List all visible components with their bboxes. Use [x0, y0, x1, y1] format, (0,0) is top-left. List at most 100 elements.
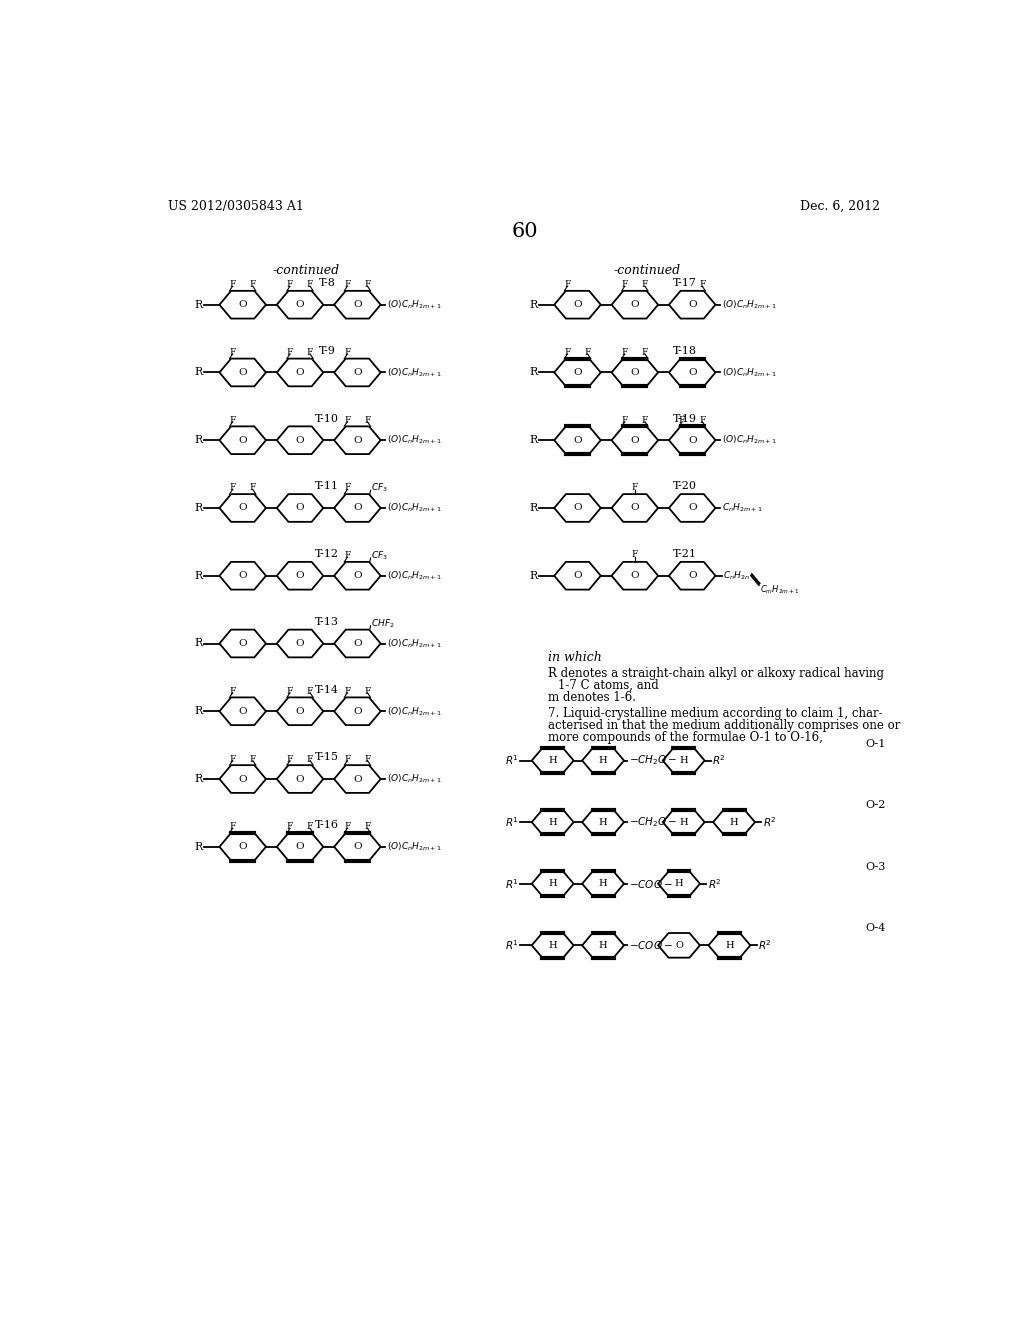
Text: Dec. 6, 2012: Dec. 6, 2012 — [800, 199, 880, 213]
Text: R: R — [195, 774, 203, 784]
Text: $-COO-$: $-COO-$ — [629, 878, 673, 890]
Text: F: F — [365, 416, 371, 425]
Text: $(O)C_nH_{2m+1}$: $(O)C_nH_{2m+1}$ — [387, 502, 441, 515]
Text: R: R — [195, 436, 203, 445]
Text: F: F — [229, 280, 236, 289]
Text: $-CH_2O-$: $-CH_2O-$ — [629, 754, 677, 767]
Text: $R^1$: $R^1$ — [505, 876, 518, 891]
Text: $C_nH_{2n}$: $C_nH_{2n}$ — [723, 569, 751, 582]
Text: O: O — [239, 503, 247, 512]
Text: O-2: O-2 — [865, 800, 886, 810]
Text: T-12: T-12 — [315, 549, 339, 560]
Text: F: F — [365, 755, 371, 763]
Text: O: O — [688, 300, 696, 309]
Text: F: F — [564, 348, 570, 356]
Text: O: O — [296, 639, 304, 648]
Text: F: F — [344, 348, 350, 356]
Text: O-3: O-3 — [865, 862, 886, 871]
Text: O: O — [688, 572, 696, 581]
Text: $(O)C_nH_{2m+1}$: $(O)C_nH_{2m+1}$ — [387, 705, 441, 718]
Text: $R^1$: $R^1$ — [505, 754, 518, 767]
Text: O: O — [631, 300, 639, 309]
Text: F: F — [699, 280, 706, 289]
Text: 1-7 C atoms, and: 1-7 C atoms, and — [558, 678, 658, 692]
Text: F: F — [622, 280, 628, 289]
Text: H: H — [679, 756, 688, 766]
Text: F: F — [250, 280, 256, 289]
Text: F: F — [229, 755, 236, 763]
Text: F: F — [344, 822, 350, 832]
Text: $(O)C_nH_{2m+1}$: $(O)C_nH_{2m+1}$ — [722, 298, 776, 312]
Text: more compounds of the formulae O-1 to O-16,: more compounds of the formulae O-1 to O-… — [548, 731, 823, 744]
Text: O: O — [573, 300, 582, 309]
Text: O: O — [353, 436, 361, 445]
Text: 7. Liquid-crystalline medium according to claim 1, char-: 7. Liquid-crystalline medium according t… — [548, 706, 883, 719]
Text: T-20: T-20 — [673, 482, 697, 491]
Text: F: F — [632, 483, 638, 491]
Text: O-1: O-1 — [865, 739, 886, 748]
Text: R: R — [529, 367, 538, 378]
Text: $R^2$: $R^2$ — [708, 876, 722, 891]
Text: in which: in which — [548, 651, 602, 664]
Text: F: F — [307, 822, 313, 832]
Text: O: O — [675, 941, 683, 950]
Text: 60: 60 — [511, 222, 539, 242]
Text: F: F — [287, 686, 293, 696]
Text: F: F — [344, 416, 350, 425]
Text: O: O — [239, 436, 247, 445]
Text: F: F — [622, 348, 628, 356]
Text: $(O)C_nH_{2m+1}$: $(O)C_nH_{2m+1}$ — [387, 772, 441, 785]
Text: O: O — [239, 572, 247, 581]
Text: $CF_3$: $CF_3$ — [371, 482, 387, 494]
Text: O: O — [296, 503, 304, 512]
Text: T-15: T-15 — [315, 752, 339, 763]
Text: F: F — [365, 280, 371, 289]
Text: T-16: T-16 — [315, 820, 339, 830]
Text: F: F — [699, 416, 706, 425]
Text: F: F — [287, 822, 293, 832]
Text: R: R — [195, 842, 203, 851]
Text: O: O — [239, 639, 247, 648]
Text: US 2012/0305843 A1: US 2012/0305843 A1 — [168, 199, 304, 213]
Text: R: R — [195, 639, 203, 648]
Text: O: O — [239, 300, 247, 309]
Text: $(O)C_nH_{2m+1}$: $(O)C_nH_{2m+1}$ — [722, 434, 776, 446]
Text: T-9: T-9 — [318, 346, 336, 356]
Text: H: H — [599, 879, 607, 888]
Text: F: F — [642, 348, 648, 356]
Text: O: O — [631, 368, 639, 378]
Text: -continued: -continued — [613, 264, 681, 277]
Text: $(O)C_nH_{2m+1}$: $(O)C_nH_{2m+1}$ — [387, 298, 441, 312]
Text: O: O — [353, 503, 361, 512]
Text: T-11: T-11 — [315, 482, 339, 491]
Text: R denotes a straight-chain alkyl or alkoxy radical having: R denotes a straight-chain alkyl or alko… — [548, 667, 884, 680]
Text: F: F — [642, 416, 648, 425]
Text: $(O)C_nH_{2m+1}$: $(O)C_nH_{2m+1}$ — [387, 569, 441, 582]
Text: F: F — [287, 280, 293, 289]
Text: R: R — [529, 570, 538, 581]
Text: R: R — [195, 570, 203, 581]
Text: -continued: -continued — [272, 264, 340, 277]
Text: O: O — [296, 436, 304, 445]
Text: H: H — [599, 817, 607, 826]
Text: H: H — [599, 941, 607, 950]
Text: H: H — [549, 879, 557, 888]
Text: O: O — [239, 706, 247, 715]
Text: $R^2$: $R^2$ — [713, 754, 726, 767]
Text: H: H — [549, 756, 557, 766]
Text: $CHF_2$: $CHF_2$ — [371, 618, 394, 630]
Text: T-14: T-14 — [315, 685, 339, 694]
Text: O: O — [353, 706, 361, 715]
Text: T-17: T-17 — [674, 279, 697, 288]
Text: O: O — [296, 572, 304, 581]
Text: O: O — [353, 300, 361, 309]
Text: R: R — [529, 436, 538, 445]
Text: T-13: T-13 — [315, 616, 339, 627]
Text: O: O — [688, 503, 696, 512]
Text: F: F — [632, 550, 638, 560]
Text: $(O)C_nH_{2m+1}$: $(O)C_nH_{2m+1}$ — [387, 366, 441, 379]
Text: F: F — [229, 416, 236, 425]
Text: O: O — [688, 436, 696, 445]
Text: F: F — [250, 755, 256, 763]
Text: O: O — [353, 572, 361, 581]
